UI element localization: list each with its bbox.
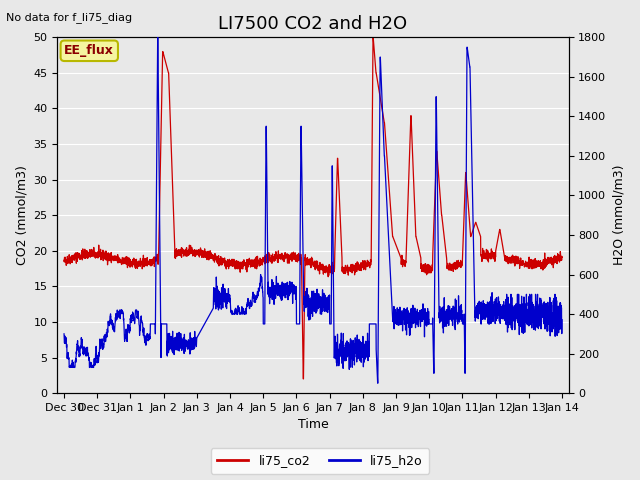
Legend: li75_co2, li75_h2o: li75_co2, li75_h2o (211, 448, 429, 474)
Text: EE_flux: EE_flux (65, 44, 114, 57)
Text: No data for f_li75_diag: No data for f_li75_diag (6, 12, 132, 23)
X-axis label: Time: Time (298, 419, 328, 432)
Y-axis label: H2O (mmol/m3): H2O (mmol/m3) (612, 165, 625, 265)
Title: LI7500 CO2 and H2O: LI7500 CO2 and H2O (218, 15, 408, 33)
Y-axis label: CO2 (mmol/m3): CO2 (mmol/m3) (15, 165, 28, 265)
